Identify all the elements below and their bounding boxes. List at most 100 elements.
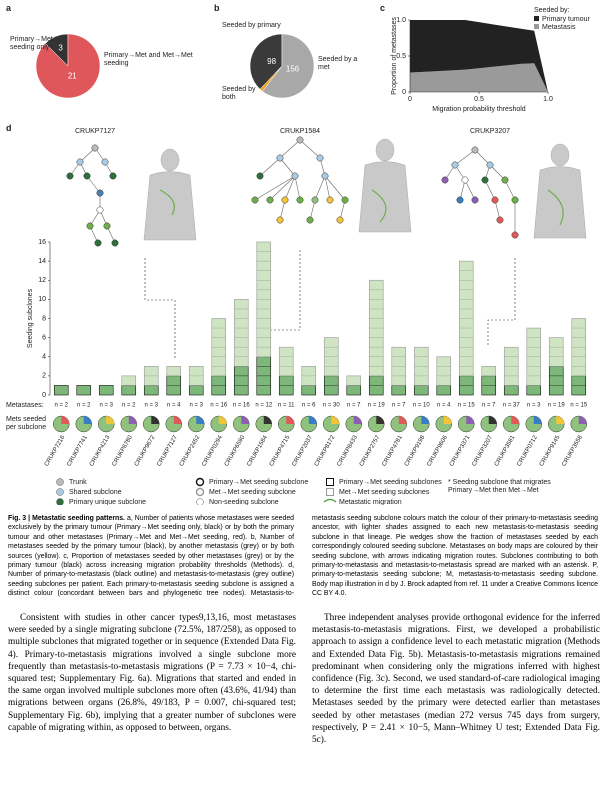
metastases-count: n = 4 [437, 403, 451, 409]
y-tick-label: 8 [42, 315, 46, 322]
caption: Fig. 3 | Metastatic seeding patterns. a,… [8, 514, 598, 599]
tree-node [321, 172, 329, 180]
legend-label: Met→Met seeding subclones [339, 489, 430, 496]
panel-label: d [6, 123, 12, 133]
seeding-pie-wedge [331, 416, 340, 424]
tree-node [96, 189, 104, 197]
tree-edge [464, 179, 476, 201]
legend-label: Primary→Met seeding subclone [209, 479, 308, 486]
area [410, 20, 548, 92]
patient-name: CRUKP3207 [470, 128, 510, 135]
metastases-count: n = 19 [548, 403, 566, 409]
metastases-count: n = 10 [413, 403, 431, 409]
tree-edge [504, 179, 516, 201]
x-tick-label: CRUKP9145 [539, 434, 562, 467]
tree-node [481, 176, 489, 184]
y-tick-label: 2 [42, 373, 46, 380]
metastases-count: n = 37 [503, 403, 521, 409]
seeding-pie-wedge [106, 416, 115, 424]
legend-marker [196, 498, 204, 505]
y-tick-label: 4 [42, 354, 46, 361]
seeding-pie-wedge [556, 416, 565, 424]
x-tick-label: CRUKP0712 [516, 434, 539, 467]
y-tick-label: 10 [38, 296, 46, 303]
tree-node [96, 206, 104, 214]
bar-segment [526, 385, 542, 396]
metastases-count: n = 15 [458, 403, 476, 409]
legend-label: Primary unique subclone [69, 499, 146, 505]
bar-segment [301, 385, 317, 396]
bar-segment [346, 385, 362, 396]
bar-segment [548, 337, 564, 367]
seeding-pie-wedge [488, 416, 497, 424]
x-tick-label: CRUKP7127 [156, 434, 179, 467]
x-tick-label: 1.0 [543, 96, 553, 103]
tree-node [316, 154, 324, 162]
seeding-pie-wedge [128, 416, 137, 424]
metastases-count: n = 7 [347, 403, 361, 409]
metastases-count: n = 11 [278, 403, 295, 409]
bar-segment [413, 385, 429, 396]
pie-slice [259, 65, 283, 92]
bar-segment [166, 366, 182, 377]
category-label: Primary→Met seeding only [10, 36, 53, 51]
tree-node [296, 196, 304, 204]
x-tick-label: CRUKP7741 [66, 434, 89, 467]
x-tick-label: CRUKP4781 [381, 434, 404, 467]
x-tick-label: CRUKP3371 [449, 434, 472, 467]
seeding-pie-wedge [421, 416, 430, 424]
metastases-count: n = 19 [368, 403, 386, 409]
seeding-pie-wedge [398, 416, 407, 424]
patient-name: CRUKP7127 [75, 128, 115, 135]
tree-node [111, 239, 119, 247]
tree-edge [279, 157, 296, 177]
tree-node [66, 172, 74, 180]
x-tick-label: CRUKP0294 [201, 434, 224, 467]
legend-marker [326, 488, 334, 496]
x-tick-label: CRUKP9198 [404, 434, 427, 467]
bar-segment [233, 366, 249, 396]
legend-label: Non-seeding subclone [209, 499, 279, 505]
caption-label: Fig. 3 | Metastatic seeding patterns. [8, 515, 125, 522]
metastases-count: n = 3 [144, 403, 158, 409]
row-label: Metastases: [6, 402, 44, 409]
category-label: Seeded by primary [222, 22, 281, 29]
metastases-count: n = 30 [323, 403, 341, 409]
body-maps [143, 138, 587, 241]
legend-marker [195, 477, 205, 487]
tree-node [326, 196, 334, 204]
legend-label: Shared subclone [69, 489, 122, 496]
tree-edge [259, 157, 281, 177]
tree-node [276, 216, 284, 224]
value-label: 156 [286, 65, 300, 74]
value-label: 98 [267, 57, 276, 66]
seeding-pie-wedge [376, 416, 385, 424]
legend-marker [56, 478, 64, 486]
x-tick-label: CRUKP2037 [291, 434, 314, 467]
tree-edge [489, 164, 506, 181]
x-tick-label: CRUKP7216 [44, 434, 67, 467]
figure: 3 21 98 156 0 0.5 1.0 0 0.5 1.0 Migration probabil… [6, 7, 591, 505]
legend-label: * Seeding subclone that migrates Primary… [448, 479, 551, 494]
metastases-count: n = 2 [77, 403, 91, 409]
caption-text: a, Number of patients whose metastases w… [8, 515, 598, 598]
y-tick-label: 0 [42, 392, 46, 399]
bar-segment [481, 366, 497, 377]
tree-edge [279, 139, 301, 159]
tree-node [441, 176, 449, 184]
tree-node [491, 196, 499, 204]
metastases-count: n = 15 [570, 403, 588, 409]
tree-node [311, 196, 319, 204]
metastases-count: n = 4 [167, 403, 181, 409]
y-axis-label: Seeding subclones [27, 288, 34, 348]
legend-label: Primary tumour [542, 16, 591, 23]
y-axis-label: Proportion of metastases [391, 17, 398, 95]
metastases-count: n = 7 [392, 403, 406, 409]
tree-node [83, 172, 91, 180]
bar-segment [121, 375, 137, 386]
x-tick-label: CRUKP3581 [494, 434, 517, 467]
bar-segment [548, 366, 564, 396]
panel-label: b [214, 3, 220, 13]
tree-node [251, 196, 259, 204]
